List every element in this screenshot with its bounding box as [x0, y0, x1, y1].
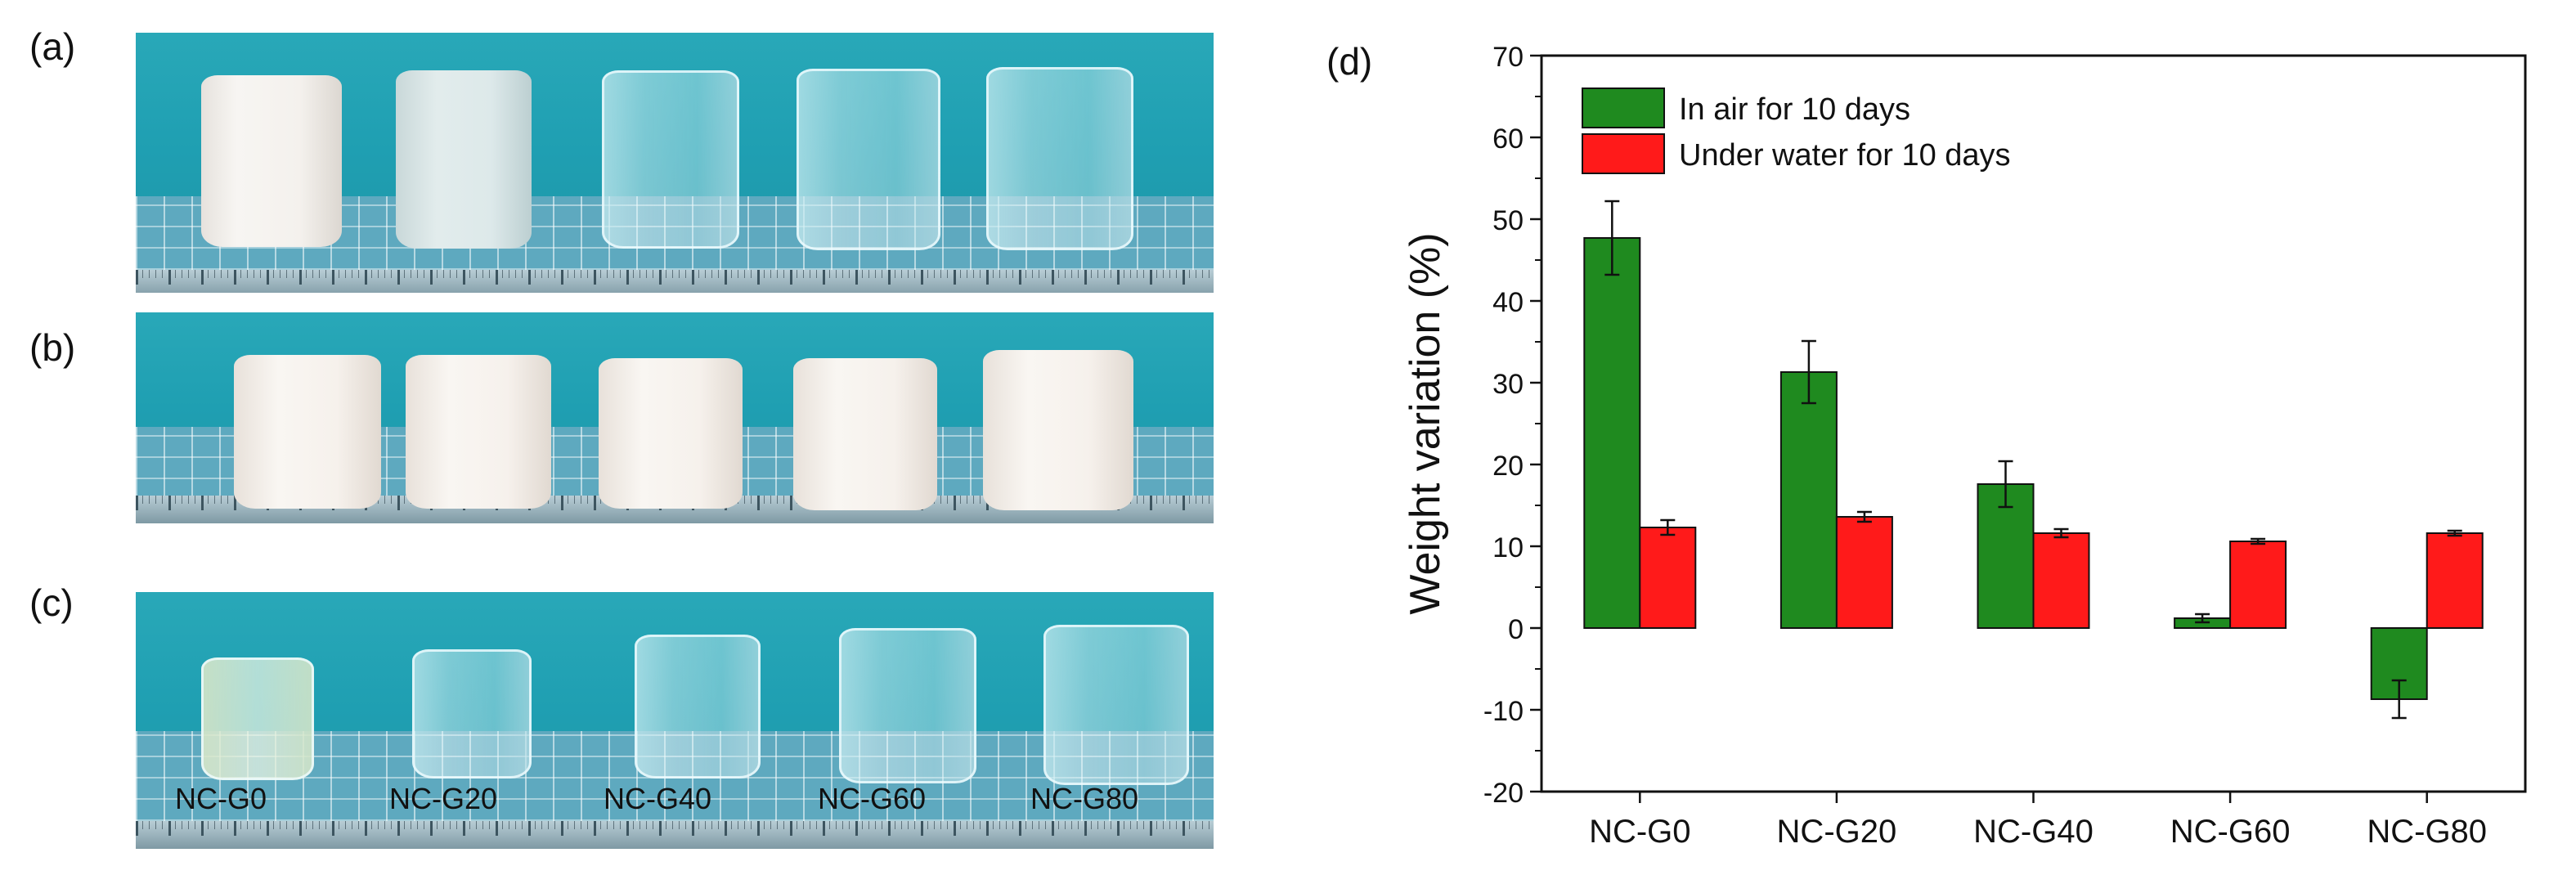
y-tick-label: 20 [1492, 451, 1524, 482]
panel-label-d: (d) [1326, 40, 1373, 83]
y-tick-label: 10 [1492, 532, 1524, 563]
y-tick-label: 70 [1492, 42, 1524, 73]
x-tick-label: NC-G20 [1777, 814, 1897, 850]
photo-panel-a [136, 33, 1214, 293]
sample-label: NC-G80 [1030, 782, 1139, 815]
legend-swatch-water [1582, 133, 1665, 174]
gel-sample [839, 628, 976, 783]
y-tick-label: 40 [1492, 287, 1524, 318]
gel-sample [635, 635, 761, 779]
y-tick-label: 30 [1492, 369, 1524, 400]
gel-sample [412, 649, 532, 779]
gel-sample [599, 358, 743, 509]
gel-sample [201, 75, 342, 247]
sample-label: NC-G0 [175, 782, 267, 815]
y-tick-label: 50 [1492, 205, 1524, 236]
panel-label-c: (c) [29, 581, 74, 624]
cutting-mat [136, 731, 1214, 821]
legend-label-water: Under water for 10 days [1679, 138, 2011, 173]
bar [1779, 371, 1838, 629]
gel-sample [234, 355, 381, 509]
legend-swatch-air [1582, 88, 1665, 128]
gel-sample [986, 67, 1133, 250]
panel-label-b: (b) [29, 326, 76, 369]
sample-label: NC-G60 [818, 782, 927, 815]
x-tick-label: NC-G40 [1973, 814, 2094, 850]
bar [1583, 237, 1641, 629]
sample-label: NC-G40 [604, 782, 712, 815]
gel-sample [396, 70, 532, 249]
gel-sample [797, 69, 940, 250]
gel-sample [983, 350, 1133, 510]
x-tick-label: NC-G60 [2170, 814, 2291, 850]
photo-panel-c: NC-G0 NC-G20 NC-G40 NC-G60 NC-G80 [136, 592, 1214, 849]
x-tick-label: NC-G0 [1589, 814, 1690, 850]
ruler [136, 821, 1214, 849]
bar [2032, 532, 2090, 629]
y-tick-label: -20 [1483, 778, 1524, 809]
bar [2426, 532, 2484, 629]
gel-sample [1043, 625, 1189, 785]
gel-sample [793, 358, 937, 510]
bar [1835, 516, 1893, 629]
weight-variation-chart: -20 -10 0 10 20 30 40 50 60 70 NC-G0 NC-G20 NC-G40 N… [1402, 42, 2527, 850]
ruler [136, 270, 1214, 293]
panel-label-a: (a) [29, 25, 76, 68]
legend-label-air: In air for 10 days [1679, 92, 1910, 127]
gel-sample [201, 657, 314, 780]
gel-sample [406, 355, 551, 509]
bar [2229, 541, 2287, 629]
bar [1639, 527, 1697, 629]
photo-panel-b [136, 312, 1214, 523]
legend: In air for 10 days Under water for 10 da… [1582, 88, 2011, 174]
gel-sample [602, 70, 739, 249]
y-tick-label: 0 [1508, 614, 1524, 645]
sample-label: NC-G20 [389, 782, 498, 815]
y-axis-label: Weight variation (%) [1402, 232, 1449, 614]
x-tick-label: NC-G80 [2367, 814, 2487, 850]
y-tick-label: 60 [1492, 123, 1524, 155]
y-tick-label: -10 [1483, 696, 1524, 727]
